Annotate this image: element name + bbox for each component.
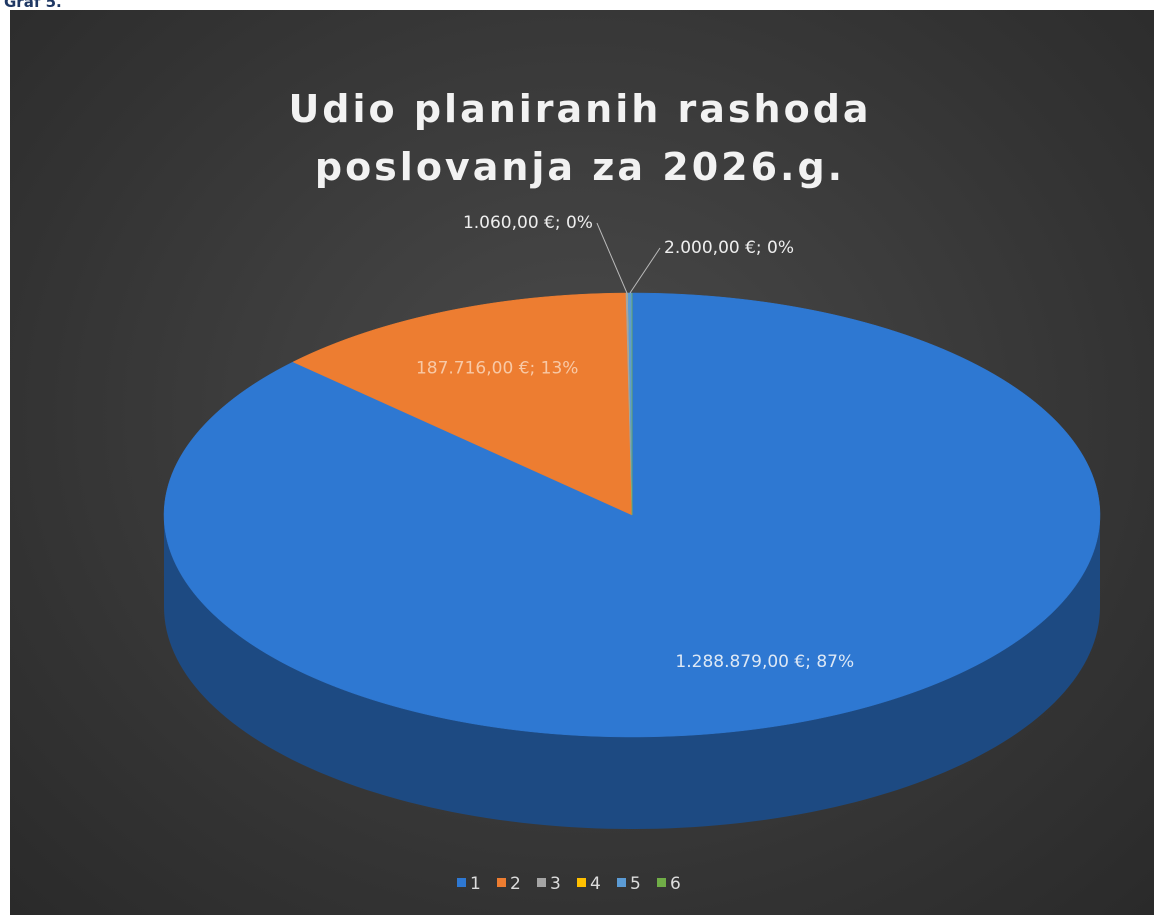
legend-label: 5 [630,874,641,894]
legend-label: 2 [510,874,521,894]
legend-swatch [577,878,586,887]
caption: Graf 5. [4,0,62,11]
chart-title: Udio planiranih rashoda poslovanja za 20… [288,87,872,189]
legend-swatch [537,878,546,887]
legend-swatch [657,878,666,887]
slice [163,292,1101,738]
data-label: 187.716,00 €; 13% [416,359,578,379]
legend-label: 4 [590,874,601,894]
data-label: 2.000,00 €; 0% [664,238,794,258]
data-label: 1.288.879,00 €; 87% [675,652,854,672]
legend-label: 6 [670,874,681,894]
slice [292,292,633,516]
legend-label: 3 [550,874,561,894]
data-label: 1.060,00 €; 0% [463,213,593,233]
legend-swatch [457,878,466,887]
leader-line [629,247,661,294]
leader-line [596,222,628,294]
legend-swatch [497,878,506,887]
slice-side [164,515,1100,829]
legend-label: 1 [470,874,481,894]
legend-swatch [617,878,626,887]
